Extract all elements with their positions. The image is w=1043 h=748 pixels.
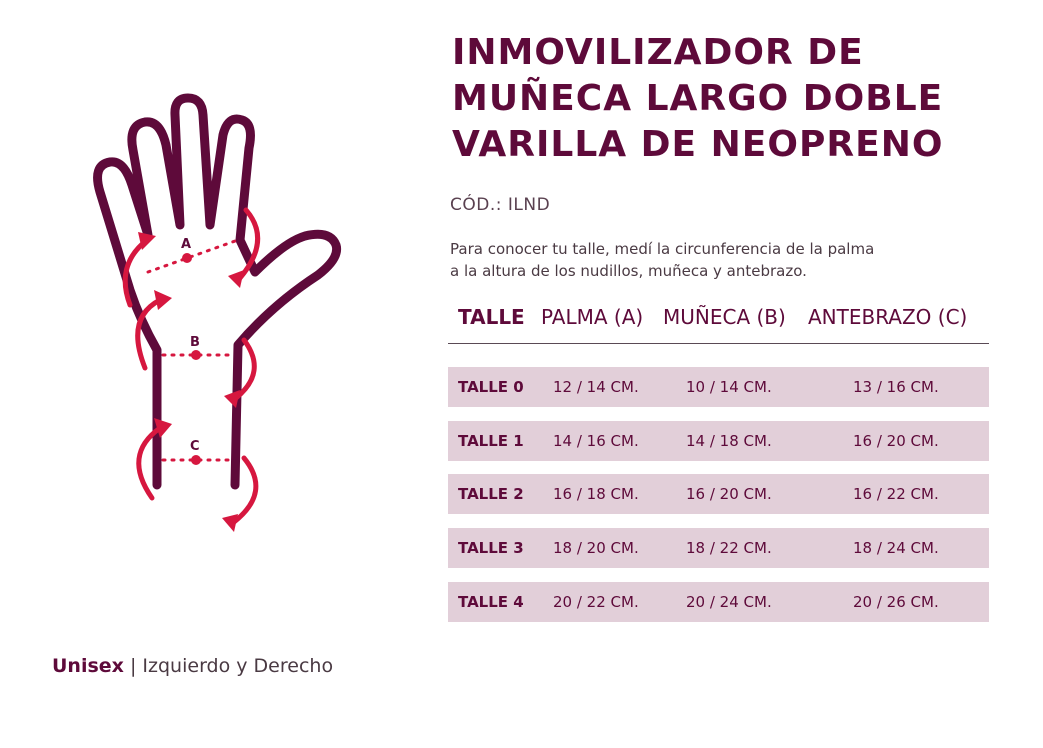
header-muneca: MUÑECA (B) xyxy=(663,305,786,329)
cell-talle: TALLE 1 xyxy=(458,432,524,450)
cell-talle: TALLE 2 xyxy=(458,485,524,503)
fit-note: Unisex | Izquierdo y Derecho xyxy=(52,655,333,677)
cell-talle: TALLE 4 xyxy=(458,593,524,611)
cell-muneca: 16 / 20 CM. xyxy=(686,485,772,503)
header-antebrazo: ANTEBRAZO (C) xyxy=(808,305,968,329)
description-line: Para conocer tu talle, medí la circunfer… xyxy=(450,240,875,258)
title-line: VARILLA DE NEOPRENO xyxy=(452,124,944,165)
point-b-dot xyxy=(191,350,201,360)
cell-palma: 20 / 22 CM. xyxy=(553,593,639,611)
title-line: MUÑECA LARGO DOBLE xyxy=(452,78,944,119)
cell-antebrazo: 16 / 20 CM. xyxy=(853,432,939,450)
point-a-dot xyxy=(182,253,192,263)
cell-muneca: 10 / 14 CM. xyxy=(686,378,772,396)
product-code: CÓD.: ILND xyxy=(450,195,551,215)
label-b: B xyxy=(190,335,200,350)
side-label: Izquierdo y Derecho xyxy=(142,655,334,677)
cell-palma: 18 / 20 CM. xyxy=(553,539,639,557)
cell-palma: 16 / 18 CM. xyxy=(553,485,639,503)
header-palma: PALMA (A) xyxy=(541,305,644,329)
cell-muneca: 20 / 24 CM. xyxy=(686,593,772,611)
hand-outline xyxy=(93,93,342,490)
title-line: INMOVILIZADOR DE xyxy=(452,32,864,73)
table-row: TALLE 4 20 / 22 CM. 20 / 24 CM. 20 / 26 … xyxy=(448,582,989,622)
measurement-description: Para conocer tu talle, medí la circunfer… xyxy=(450,238,1010,282)
table-row: TALLE 1 14 / 16 CM. 14 / 18 CM. 16 / 20 … xyxy=(448,421,989,461)
cell-muneca: 14 / 18 CM. xyxy=(686,432,772,450)
cell-palma: 12 / 14 CM. xyxy=(553,378,639,396)
cell-talle: TALLE 0 xyxy=(458,378,524,396)
separator: | xyxy=(129,655,137,677)
label-a: A xyxy=(181,237,191,252)
unisex-label: Unisex xyxy=(52,655,124,677)
cell-antebrazo: 20 / 26 CM. xyxy=(853,593,939,611)
point-c-dot xyxy=(191,455,201,465)
description-line: a la altura de los nudillos, muñeca y an… xyxy=(450,262,807,280)
header-talle: TALLE xyxy=(458,305,525,329)
cell-muneca: 18 / 22 CM. xyxy=(686,539,772,557)
table-row: TALLE 3 18 / 20 CM. 18 / 22 CM. 18 / 24 … xyxy=(448,528,989,568)
product-title: INMOVILIZADOR DE MUÑECA LARGO DOBLE VARI… xyxy=(452,30,1012,168)
hand-measurement-icon: A B C xyxy=(93,93,342,532)
cell-talle: TALLE 3 xyxy=(458,539,524,557)
cell-antebrazo: 18 / 24 CM. xyxy=(853,539,939,557)
table-row: TALLE 2 16 / 18 CM. 16 / 20 CM. 16 / 22 … xyxy=(448,474,989,514)
cell-antebrazo: 16 / 22 CM. xyxy=(853,485,939,503)
label-c: C xyxy=(190,439,200,454)
table-row: TALLE 0 12 / 14 CM. 10 / 14 CM. 13 / 16 … xyxy=(448,367,989,407)
cell-antebrazo: 13 / 16 CM. xyxy=(853,378,939,396)
size-table-header: TALLE PALMA (A) MUÑECA (B) ANTEBRAZO (C) xyxy=(448,305,989,344)
cell-palma: 14 / 16 CM. xyxy=(553,432,639,450)
